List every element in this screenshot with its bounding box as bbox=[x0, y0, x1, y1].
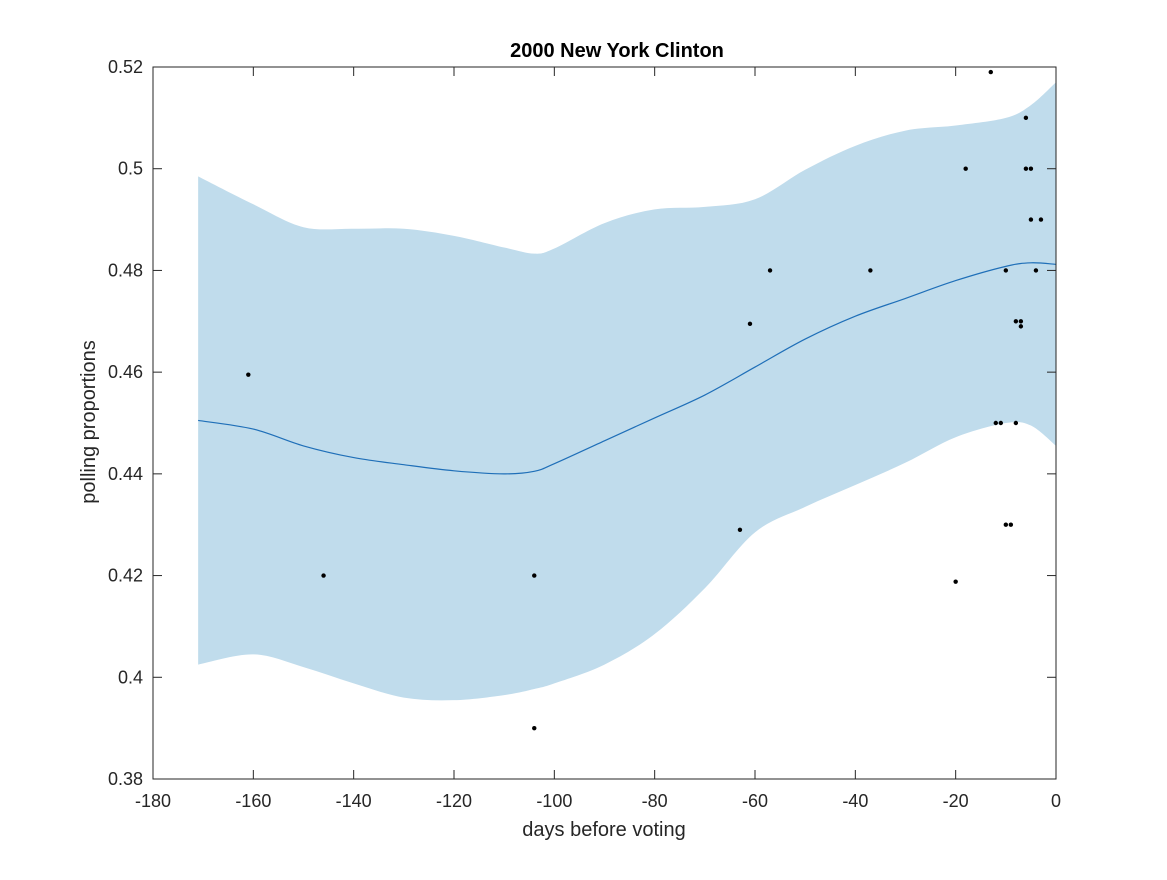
y-tick-label: 0.52 bbox=[108, 57, 143, 77]
data-point bbox=[1023, 115, 1029, 121]
trend-line-layer bbox=[198, 262, 1057, 475]
x-tick-label: -80 bbox=[642, 791, 668, 811]
x-tick-label: 0 bbox=[1051, 791, 1061, 811]
y-tick-label: 0.5 bbox=[118, 159, 143, 179]
data-point bbox=[747, 321, 753, 327]
data-point bbox=[1013, 420, 1019, 426]
data-point bbox=[1038, 217, 1044, 222]
data-point bbox=[737, 527, 743, 532]
x-axis-label: days before voting bbox=[522, 819, 685, 841]
x-tick-label: -20 bbox=[943, 791, 969, 811]
confidence-band bbox=[198, 82, 1056, 701]
data-point bbox=[953, 579, 958, 584]
data-points-layer bbox=[246, 69, 1044, 731]
y-tick-label: 0.42 bbox=[108, 566, 143, 586]
y-tick-label: 0.38 bbox=[108, 769, 143, 789]
x-tick-label: -120 bbox=[436, 791, 472, 811]
data-point bbox=[1003, 522, 1009, 527]
data-point bbox=[1018, 319, 1024, 324]
plot-frame bbox=[152, 66, 1057, 780]
x-tick-label: -60 bbox=[742, 791, 768, 811]
confidence-band-layer bbox=[198, 82, 1056, 701]
x-tick-label: -180 bbox=[135, 791, 171, 811]
data-point bbox=[1008, 522, 1014, 527]
data-point bbox=[988, 69, 993, 75]
y-tick-label: 0.48 bbox=[108, 260, 143, 280]
x-tick-label: -100 bbox=[536, 791, 572, 811]
chart-title: 2000 New York Clinton bbox=[510, 40, 724, 62]
data-point bbox=[532, 725, 537, 731]
data-point bbox=[963, 166, 968, 171]
x-tick-label: -160 bbox=[235, 791, 271, 811]
y-tick-label: 0.46 bbox=[108, 362, 143, 382]
data-point bbox=[1018, 324, 1024, 329]
data-point bbox=[532, 573, 537, 578]
data-point bbox=[1028, 217, 1034, 222]
y-axis-label: polling proportions bbox=[78, 340, 100, 503]
data-point bbox=[1028, 166, 1034, 171]
y-tick-label: 0.4 bbox=[118, 667, 143, 687]
x-tick-label: -40 bbox=[842, 791, 868, 811]
x-tick-label: -140 bbox=[336, 791, 372, 811]
data-point bbox=[1003, 268, 1009, 273]
data-point bbox=[998, 420, 1004, 426]
data-point bbox=[767, 268, 773, 273]
data-point bbox=[993, 420, 998, 426]
data-point bbox=[1033, 268, 1039, 273]
data-point bbox=[1013, 319, 1019, 324]
trend-line bbox=[198, 262, 1057, 475]
data-point bbox=[321, 573, 326, 578]
data-point bbox=[1023, 166, 1029, 171]
data-point bbox=[246, 372, 251, 377]
axis-ticks-layer: -180 -160 -140 -120 -100 -80 -60 -40 -20 0 0.38 0.4… bbox=[108, 57, 1061, 811]
y-tick-label: 0.44 bbox=[108, 464, 143, 484]
data-point bbox=[868, 268, 873, 273]
